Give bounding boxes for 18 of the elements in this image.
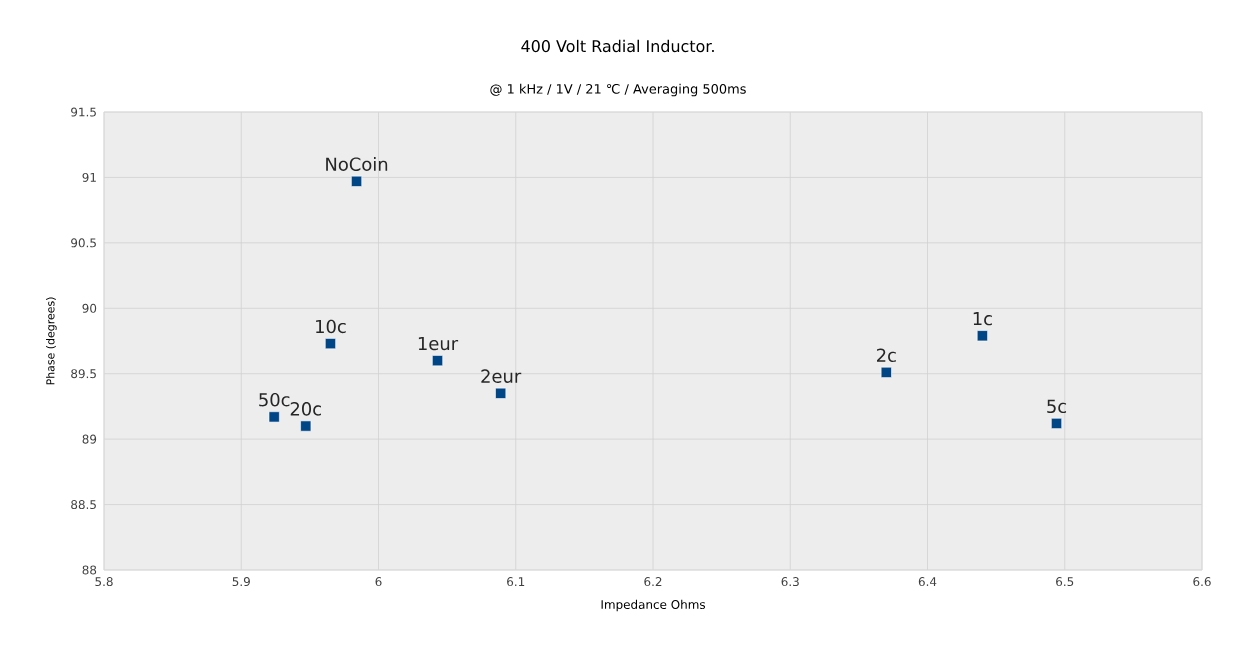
- point: [300, 420, 312, 432]
- point: [324, 338, 336, 350]
- annotation: 50c: [259, 392, 290, 407]
- annotation: 20c: [290, 402, 321, 416]
- point: [432, 355, 443, 367]
- point: [268, 411, 280, 423]
- point: [976, 330, 988, 342]
- point: [351, 175, 363, 187]
- annotation: 5c: [1047, 399, 1067, 414]
- point: [880, 366, 892, 378]
- annotation: NoCoin: [326, 157, 388, 171]
- annotation: 1eur: [418, 336, 459, 351]
- annotation: 10c: [316, 319, 346, 334]
- point: [495, 387, 507, 399]
- annotation: 2c: [877, 348, 896, 362]
- point: [1051, 417, 1062, 429]
- annotation: 2eur: [481, 369, 522, 383]
- annotation: 1c: [973, 312, 992, 326]
